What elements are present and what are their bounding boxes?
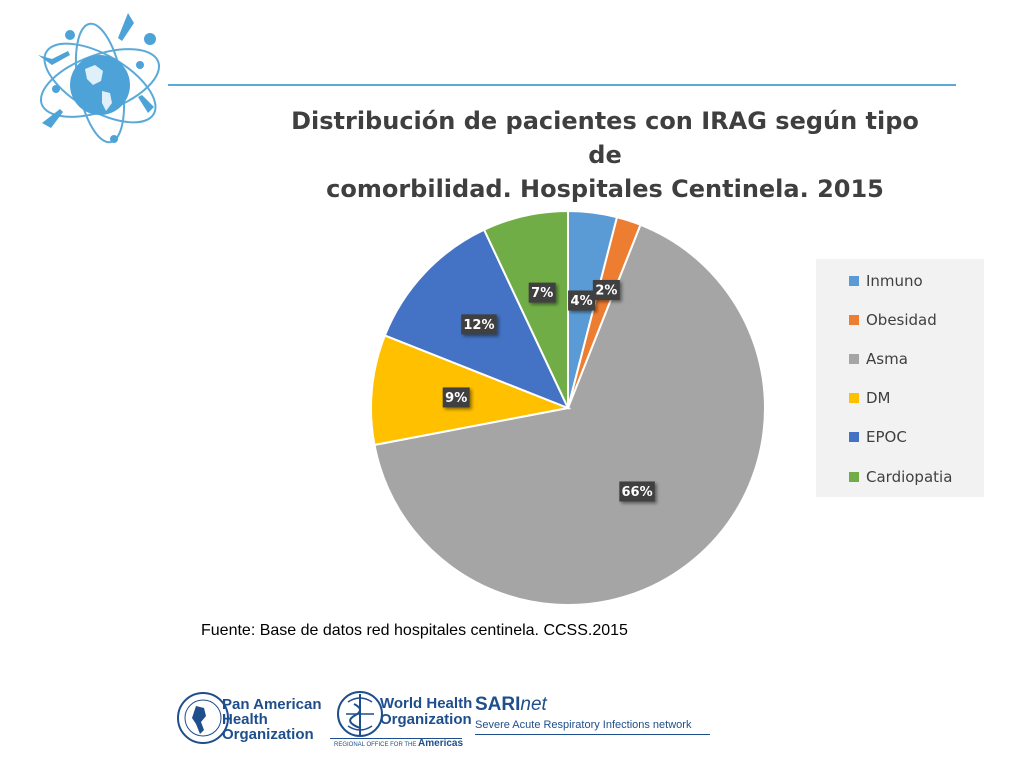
data-label-box [619,481,655,502]
data-label-text: 9% [445,391,467,406]
data-label-box [568,290,596,311]
pie-slice-asma [373,223,766,606]
source-note: Fuente: Base de datos red hospitales cen… [201,622,628,639]
legend-swatch [849,315,859,325]
legend-item-obesidad: Obesidad [849,309,937,331]
legend-swatch [849,432,859,442]
data-label-asma: 66% [619,481,655,502]
data-label-text: 4% [571,294,593,309]
data-label-text: 2% [595,283,617,298]
who-region-name: Americas [418,738,464,749]
who-wordmark: World Health Organization [380,696,472,728]
sarinet-tagline: Severe Acute Respiratory Infections netw… [475,719,692,731]
legend-swatch [849,393,859,403]
data-label-box [592,279,620,300]
paho-line-1: Pan American [222,696,322,713]
legend-item-dm: DM [849,387,891,409]
legend-label: Cardiopatia [866,468,953,486]
sarinet-wordmark: SARInet [475,694,547,716]
legend-label: Asma [866,350,908,368]
chart-title: Distribución de pacientes con IRAG según… [290,104,920,206]
data-label-text: 12% [463,318,494,333]
sarinet-rule [475,734,710,735]
paho-line-3: Organization [222,726,314,743]
pie-slice-cardiopatia [482,209,569,409]
legend-swatch [849,472,859,482]
data-label-cardiopatia: 7% [528,282,556,303]
data-label-box [442,387,470,408]
data-label-obesidad: 2% [592,279,620,300]
data-label-epoc: 12% [461,314,497,335]
pie-chart: 4%2% 66% 9% 12% 7% [370,209,766,606]
legend-swatch [849,276,859,286]
data-label-text: 7% [531,286,553,301]
legend-label: Inmuno [866,272,923,290]
data-label-box [461,314,497,335]
legend-label: EPOC [866,428,907,446]
data-label-text: 66% [622,485,653,500]
chart-title-line-1: Distribución de pacientes con IRAG según… [291,107,919,169]
data-label-inmuno: 4% [568,290,596,311]
who-regional: REGIONAL OFFICE FOR THE Americas [334,738,463,749]
chart-title-line-2: comorbilidad. Hospitales Centinela. 2015 [326,175,884,203]
legend-item-epoc: EPOC [849,426,907,448]
who-regional-prefix: REGIONAL OFFICE FOR THE [334,742,417,748]
sari-suffix: net [520,694,547,715]
legend-item-cardiopatia: Cardiopatia [849,466,952,488]
legend-item-asma: Asma [849,348,908,370]
who-emblem-icon [337,691,383,737]
chart-legend: Inmuno Obesidad Asma DM EPOC Cardiopatia [816,259,984,497]
who-line-2: Organization [380,711,472,728]
legend-label: DM [866,389,891,407]
legend-label: Obesidad [866,311,937,329]
sari-prefix: SARI [475,694,521,715]
legend-item-inmuno: Inmuno [849,270,923,292]
footer-logos [177,691,462,744]
legend-swatch [849,354,859,364]
header-rule [168,84,956,86]
data-label-dm: 9% [442,387,470,408]
paho-emblem-icon [177,692,229,744]
data-label-box [528,282,556,303]
world-health-day-globe-icon [38,13,161,144]
paho-wordmark: Pan American Health Organization [222,697,322,742]
paho-line-2: Health [222,711,268,728]
who-line-1: World Health [380,695,473,712]
